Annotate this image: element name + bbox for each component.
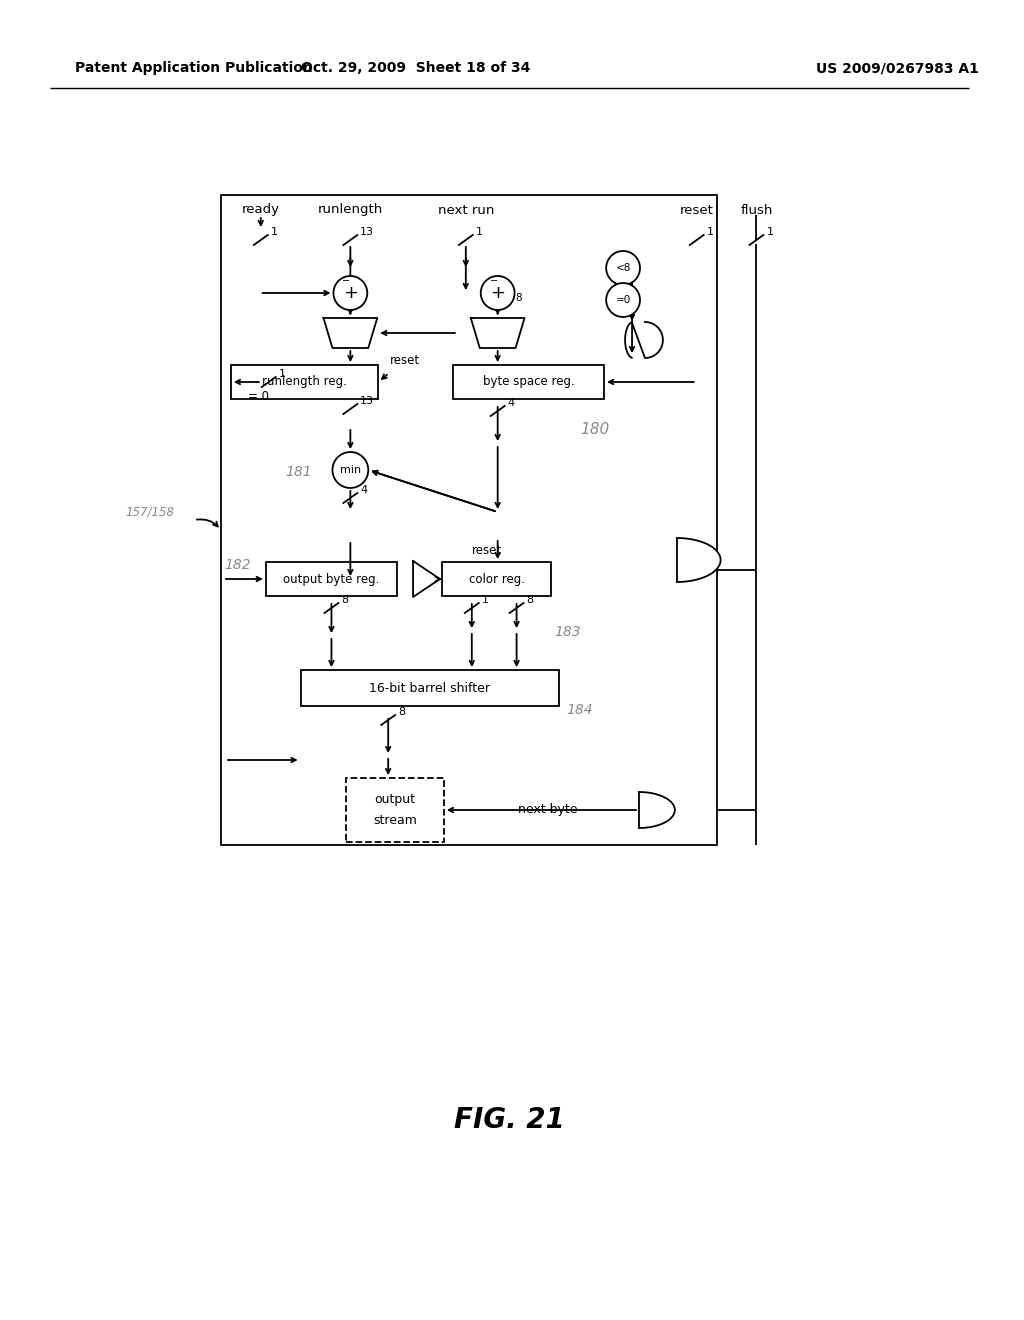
Text: =0: =0 <box>615 294 631 305</box>
Circle shape <box>606 251 640 285</box>
Text: Oct. 29, 2009  Sheet 18 of 34: Oct. 29, 2009 Sheet 18 of 34 <box>301 61 530 75</box>
Text: −: − <box>342 276 350 286</box>
Polygon shape <box>324 318 377 348</box>
Bar <box>266 562 397 597</box>
Text: +: + <box>490 284 505 302</box>
Bar <box>301 671 559 706</box>
Text: −: − <box>489 276 498 286</box>
Text: runlength: runlength <box>317 203 383 216</box>
Text: +: + <box>343 284 357 302</box>
Text: 1: 1 <box>476 227 482 238</box>
Bar <box>442 562 551 597</box>
Text: 8: 8 <box>526 595 534 605</box>
Text: 184: 184 <box>566 704 593 717</box>
Text: reset: reset <box>680 203 714 216</box>
Text: stream: stream <box>373 814 417 828</box>
Polygon shape <box>677 539 721 582</box>
Bar <box>231 366 378 399</box>
Text: flush: flush <box>740 203 773 216</box>
Text: ready: ready <box>242 203 280 216</box>
Text: min: min <box>340 465 360 475</box>
Text: 180: 180 <box>581 422 610 437</box>
Bar <box>346 777 444 842</box>
Text: 8: 8 <box>516 293 522 304</box>
Text: 16-bit barrel shifter: 16-bit barrel shifter <box>370 681 490 694</box>
Text: 181: 181 <box>286 465 312 479</box>
Text: reset: reset <box>472 544 502 557</box>
Text: 183: 183 <box>554 624 581 639</box>
Text: next run: next run <box>437 203 494 216</box>
Text: 1: 1 <box>270 227 278 238</box>
Text: byte space reg.: byte space reg. <box>482 375 574 388</box>
Bar <box>453 366 604 399</box>
Text: 8: 8 <box>398 708 406 717</box>
Text: 1: 1 <box>279 370 286 379</box>
Text: FIG. 21: FIG. 21 <box>455 1106 565 1134</box>
Polygon shape <box>639 792 675 828</box>
Text: output: output <box>375 793 416 807</box>
Text: <8: <8 <box>615 263 631 273</box>
Circle shape <box>606 282 640 317</box>
Text: 157/158: 157/158 <box>125 506 174 519</box>
Text: 13: 13 <box>360 227 375 238</box>
Polygon shape <box>413 561 440 597</box>
Text: output byte reg.: output byte reg. <box>284 573 380 586</box>
Text: 13: 13 <box>360 396 375 407</box>
Circle shape <box>333 451 369 488</box>
Text: 1: 1 <box>766 227 773 238</box>
Polygon shape <box>471 318 524 348</box>
Circle shape <box>480 276 515 310</box>
Text: reset: reset <box>390 354 420 367</box>
Text: next byte: next byte <box>518 804 578 817</box>
Polygon shape <box>625 322 663 358</box>
Text: Patent Application Publication: Patent Application Publication <box>75 61 312 75</box>
Circle shape <box>334 276 368 310</box>
Text: 8: 8 <box>341 595 348 605</box>
Text: US 2009/0267983 A1: US 2009/0267983 A1 <box>816 61 979 75</box>
Text: color reg.: color reg. <box>469 573 524 586</box>
Text: 182: 182 <box>224 558 251 572</box>
Text: 1: 1 <box>707 227 714 238</box>
Text: runlength reg.: runlength reg. <box>262 375 347 388</box>
Text: 4: 4 <box>360 484 368 495</box>
Bar <box>221 195 717 845</box>
Text: = 0: = 0 <box>248 389 269 403</box>
Text: 4: 4 <box>508 399 515 408</box>
Text: 1: 1 <box>481 595 488 605</box>
